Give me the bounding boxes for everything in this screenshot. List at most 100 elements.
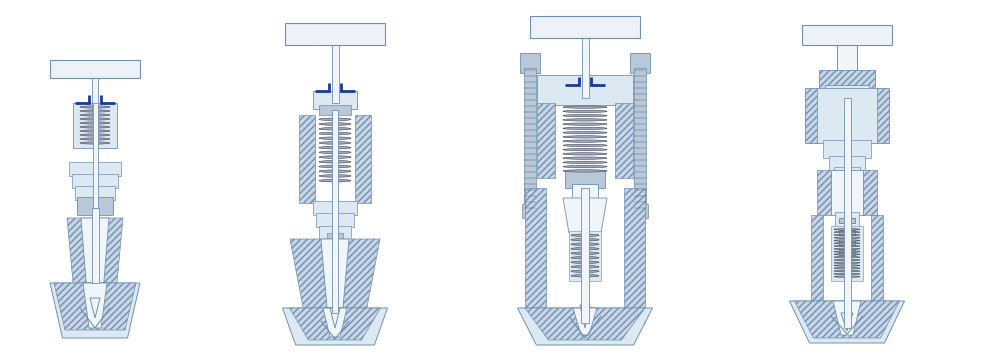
Ellipse shape	[319, 170, 351, 172]
Polygon shape	[841, 313, 853, 331]
Bar	[332, 110, 338, 313]
Bar	[92, 208, 98, 283]
Bar	[75, 186, 115, 200]
Bar	[834, 167, 860, 181]
Bar	[839, 250, 855, 255]
Bar	[837, 43, 857, 98]
Ellipse shape	[319, 160, 351, 163]
Bar	[73, 103, 117, 148]
Ellipse shape	[319, 151, 351, 154]
Polygon shape	[54, 283, 136, 330]
Bar	[805, 88, 889, 143]
Polygon shape	[83, 283, 107, 328]
Bar	[615, 103, 633, 178]
Ellipse shape	[571, 257, 599, 259]
Bar	[313, 91, 357, 109]
Bar	[624, 188, 645, 323]
Bar	[313, 201, 357, 215]
Ellipse shape	[834, 259, 860, 261]
Polygon shape	[321, 239, 349, 308]
Ellipse shape	[80, 110, 110, 112]
Polygon shape	[323, 308, 347, 337]
Ellipse shape	[319, 179, 351, 182]
Bar	[327, 233, 343, 268]
Bar	[835, 212, 859, 228]
Polygon shape	[325, 268, 345, 288]
Bar	[565, 170, 605, 188]
Bar	[537, 75, 633, 105]
Bar	[299, 115, 315, 203]
Bar	[630, 53, 650, 73]
Ellipse shape	[834, 229, 860, 230]
Bar	[634, 68, 646, 208]
Bar	[355, 115, 371, 203]
Ellipse shape	[834, 270, 860, 272]
Ellipse shape	[834, 254, 860, 255]
Ellipse shape	[319, 123, 351, 125]
Bar	[569, 231, 601, 281]
Bar	[316, 213, 354, 227]
Ellipse shape	[319, 156, 351, 158]
Bar	[520, 53, 540, 73]
Polygon shape	[81, 218, 109, 293]
Ellipse shape	[571, 243, 599, 245]
Bar	[72, 174, 118, 188]
Bar	[829, 156, 865, 170]
Ellipse shape	[80, 122, 110, 124]
Bar	[825, 85, 869, 103]
Bar	[92, 78, 98, 115]
Ellipse shape	[571, 248, 599, 250]
Bar	[522, 204, 538, 218]
Bar	[69, 162, 121, 176]
Ellipse shape	[571, 261, 599, 264]
Polygon shape	[580, 305, 590, 328]
Ellipse shape	[834, 240, 860, 241]
Bar	[831, 170, 863, 215]
Ellipse shape	[834, 268, 860, 269]
Ellipse shape	[563, 157, 607, 159]
Ellipse shape	[80, 114, 110, 116]
Ellipse shape	[563, 148, 607, 151]
Ellipse shape	[563, 136, 607, 138]
Ellipse shape	[563, 161, 607, 164]
Ellipse shape	[319, 137, 351, 139]
Ellipse shape	[834, 273, 860, 274]
Ellipse shape	[834, 262, 860, 264]
Polygon shape	[50, 283, 140, 338]
Bar	[285, 23, 385, 45]
Ellipse shape	[563, 106, 607, 108]
Ellipse shape	[571, 274, 599, 277]
Ellipse shape	[319, 118, 351, 121]
Bar	[572, 184, 598, 198]
Ellipse shape	[834, 245, 860, 247]
Bar	[839, 230, 855, 235]
Bar	[319, 105, 351, 115]
Ellipse shape	[80, 126, 110, 128]
Bar	[819, 70, 875, 88]
Ellipse shape	[563, 131, 607, 134]
Ellipse shape	[563, 119, 607, 121]
Bar	[839, 218, 855, 223]
Ellipse shape	[319, 142, 351, 144]
Ellipse shape	[80, 130, 110, 132]
Bar	[524, 68, 536, 208]
Polygon shape	[90, 298, 100, 318]
Ellipse shape	[563, 166, 607, 168]
Bar	[863, 170, 877, 215]
Ellipse shape	[834, 276, 860, 277]
Bar	[871, 215, 883, 308]
Bar	[525, 188, 546, 323]
Ellipse shape	[80, 134, 110, 136]
Ellipse shape	[571, 252, 599, 254]
Ellipse shape	[80, 118, 110, 120]
Ellipse shape	[563, 140, 607, 142]
Ellipse shape	[571, 265, 599, 268]
Bar	[823, 140, 871, 158]
Bar	[319, 226, 351, 239]
Ellipse shape	[563, 144, 607, 147]
Ellipse shape	[571, 270, 599, 273]
Ellipse shape	[80, 142, 110, 144]
Polygon shape	[573, 308, 597, 335]
Ellipse shape	[834, 256, 860, 258]
Bar	[582, 38, 588, 98]
